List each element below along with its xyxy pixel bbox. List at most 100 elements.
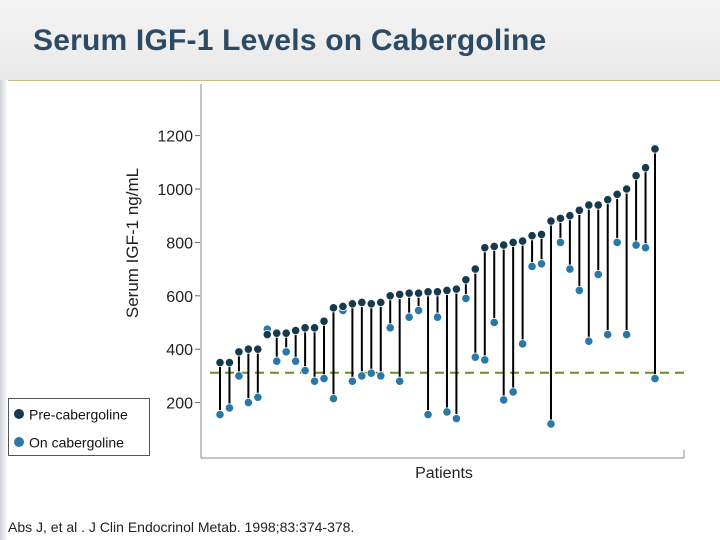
pre-cabergoline-point [395,289,405,300]
pre-cabergoline-point [593,200,603,210]
page-title: Serum IGF-1 Levels on Cabergoline [33,24,547,57]
on-cabergoline-point [328,393,339,404]
on-cabergoline-point [546,419,556,429]
pre-cabergoline-point [224,357,235,368]
pre-cabergoline-point [508,237,518,247]
legend-pre-marker [14,409,24,420]
pre-cabergoline-point [631,171,641,181]
pre-cabergoline-point [442,285,452,296]
on-cabergoline-point [470,352,480,362]
on-cabergoline-point [300,365,310,376]
on-cabergoline-point [518,339,528,349]
chart-frame [195,84,685,459]
pre-cabergoline-point [546,216,556,226]
on-cabergoline-point [432,312,443,322]
on-cabergoline-point [622,329,632,340]
pre-cabergoline-point [640,163,651,173]
on-cabergoline-point [631,240,641,250]
pre-cabergoline-point [319,316,329,326]
on-cabergoline-point [319,373,329,384]
on-cabergoline-point [413,305,424,316]
pre-cabergoline-point [291,325,301,336]
pre-cabergoline-point [612,189,622,199]
pre-cabergoline-point [234,347,244,357]
pre-cabergoline-point [470,264,480,274]
pre-cabergoline-point [253,344,263,354]
pre-cabergoline-point [499,240,509,250]
on-cabergoline-point [461,293,471,304]
pre-cabergoline-point [338,301,348,312]
on-cabergoline-point [527,261,537,272]
pre-cabergoline-point [385,291,395,301]
points-group [215,144,660,429]
legend-item-pre: Pre-cabergoline [14,405,128,422]
on-cabergoline-point [565,264,575,274]
legend-item-on: On cabergoline [14,433,124,450]
pre-cabergoline-point [376,297,386,308]
legend-pre-label: Pre-cabergoline [29,406,128,423]
pre-cabergoline-point [451,284,462,294]
pre-cabergoline-point [262,329,272,340]
on-cabergoline-point [404,312,414,322]
pre-cabergoline-point [432,287,443,297]
pre-cabergoline-point [413,288,424,298]
on-cabergoline-point [272,356,282,366]
pre-cabergoline-point [518,236,528,246]
title-band: Serum IGF-1 Levels on Cabergoline [0,0,720,81]
on-cabergoline-point [376,371,386,381]
citation-text: Abs J, et al . J Clin Endocrinol Metab. … [8,519,355,535]
on-cabergoline-point [366,368,376,378]
on-cabergoline-point [395,376,405,386]
pre-cabergoline-point [584,200,594,210]
pre-cabergoline-point [527,231,537,241]
pre-cabergoline-point [536,229,547,239]
y-tick-label: 600 [166,289,193,306]
on-cabergoline-point [555,237,566,247]
y-tick-label: 200 [166,396,193,413]
on-cabergoline-point [480,355,490,365]
on-cabergoline-point [224,403,235,413]
on-cabergoline-point [499,395,509,405]
pre-cabergoline-point [489,241,499,252]
pre-cabergoline-point [328,303,339,313]
pre-cabergoline-point [357,297,367,308]
pre-cabergoline-point [347,299,357,309]
stems-group [219,148,656,424]
on-cabergoline-point [451,414,462,424]
pre-cabergoline-point [650,144,660,154]
on-cabergoline-point [442,407,452,417]
on-cabergoline-point [253,392,263,402]
on-cabergoline-point [291,356,301,366]
on-cabergoline-point [640,243,651,253]
citation: Abs J, et al . J Clin Endocrinol Metab. … [8,519,354,535]
pre-cabergoline-point [272,328,282,338]
on-cabergoline-point [309,376,320,386]
on-cabergoline-point [281,347,291,357]
legend-on-marker [14,437,24,448]
x-axis-label: Patients [415,465,473,482]
y-tick-label: 1200 [157,129,193,146]
on-cabergoline-point [508,387,518,397]
on-cabergoline-point [243,397,253,408]
on-cabergoline-point [612,237,622,247]
axes-text-group: Serum IGF-1 ng/mL Patients 200 400 600 800 1… [123,129,473,482]
on-cabergoline-point [215,410,225,420]
on-cabergoline-point [357,371,367,381]
pre-cabergoline-point [300,323,310,333]
on-cabergoline-point [603,329,613,340]
pre-cabergoline-point [461,275,471,285]
pre-cabergoline-point [565,211,575,221]
y-tick-label: 400 [166,342,193,359]
pre-cabergoline-point [243,344,253,354]
on-cabergoline-point [489,317,499,328]
on-cabergoline-point [650,373,660,384]
pre-cabergoline-point [423,287,433,297]
y-axis-label: Serum IGF-1 ng/mL [123,168,142,318]
on-cabergoline-point [347,376,357,386]
on-cabergoline-point [593,269,603,280]
pre-cabergoline-point [574,205,584,215]
pre-cabergoline-point [404,288,414,298]
on-cabergoline-point [385,323,395,333]
legend-on-label: On cabergoline [29,434,124,451]
